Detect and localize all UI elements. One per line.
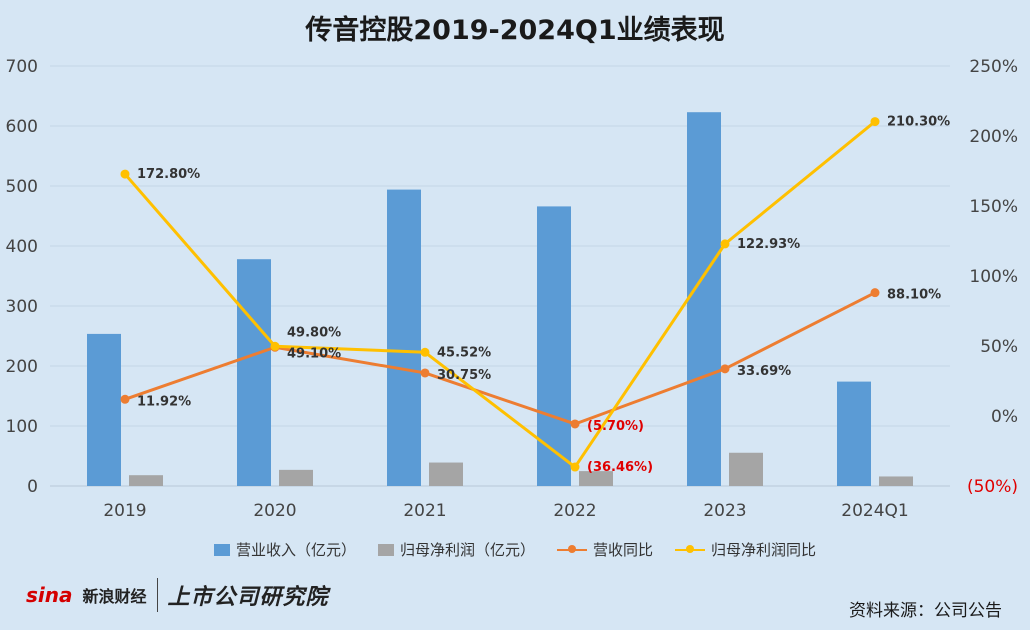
profit-yoy-data-label: 172.80%	[137, 167, 200, 182]
bar-revenue	[237, 259, 271, 486]
profit-yoy-point	[570, 462, 580, 472]
revenue-yoy-point	[120, 394, 130, 404]
legend-label-profit: 归母净利润（亿元）	[399, 541, 535, 559]
profit-yoy-point	[270, 341, 280, 351]
bar-profit	[579, 471, 613, 486]
sina-finance-logo: sina 新浪财经 上市公司研究院	[26, 578, 329, 612]
legend-swatch-revenue	[213, 543, 230, 556]
revenue-yoy-point	[720, 364, 730, 374]
profit-yoy-data-label: (36.46%)	[587, 460, 653, 475]
right-tick-label: 250%	[969, 57, 1018, 77]
left-tick-label: 300	[6, 297, 38, 317]
logo-separator	[156, 578, 158, 612]
bar-profit	[429, 462, 463, 486]
right-tick-label: 50%	[980, 337, 1018, 357]
bar-revenue	[837, 381, 871, 486]
revenue-yoy-data-label: (5.70%)	[587, 419, 644, 434]
left-tick-label: 500	[6, 177, 38, 197]
bar-revenue	[687, 112, 721, 486]
x-tick-label: 2021	[403, 501, 446, 521]
left-tick-label: 0	[27, 477, 38, 497]
left-tick-label: 400	[6, 237, 38, 257]
left-tick-label: 700	[6, 57, 38, 77]
legend-item-profit-yoy: 归母净利润同比	[675, 539, 816, 560]
revenue-yoy-line	[124, 291, 876, 426]
logo-institute-text: 上市公司研究院	[167, 585, 329, 610]
profit-yoy-point	[420, 347, 430, 357]
legend-swatch-profit-yoy	[675, 544, 706, 553]
bar-profit	[279, 469, 313, 486]
bar-revenue	[537, 206, 571, 486]
right-tick-label: 100%	[969, 267, 1018, 287]
logo-sina-text: sina	[26, 583, 73, 607]
x-tick-label: 2024Q1	[841, 501, 908, 521]
bar-profit	[129, 475, 163, 486]
profit-yoy-point	[120, 169, 130, 179]
legend-label-profit-yoy: 归母净利润同比	[711, 541, 817, 559]
x-tick-label: 2022	[553, 501, 596, 521]
revenue-yoy-point	[570, 419, 580, 429]
revenue-yoy-data-label: 30.75%	[437, 368, 491, 383]
left-tick-label: 600	[6, 117, 38, 137]
revenue-yoy-data-label: 88.10%	[887, 288, 941, 303]
profit-yoy-point	[870, 117, 880, 127]
profit-yoy-data-label: 49.80%	[287, 325, 341, 340]
bar-profit	[879, 476, 913, 486]
revenue-yoy-point	[870, 288, 880, 298]
profit-yoy-line	[123, 120, 876, 469]
revenue-yoy-data-label: 49.10%	[287, 346, 341, 361]
bar-revenue	[387, 189, 421, 486]
logo-cn-text: 新浪财经	[82, 587, 147, 606]
revenue-yoy-point	[420, 368, 430, 378]
legend-swatch-revenue-yoy	[557, 544, 587, 553]
revenue-yoy-data-label: 33.69%	[737, 364, 791, 379]
profit-yoy-data-label: 45.52%	[437, 345, 491, 360]
profit-yoy-data-label: 210.30%	[887, 115, 950, 130]
legend: 营业收入（亿元） 归母净利润（亿元） 营收同比 归母净利润同比	[0, 539, 1030, 560]
bar-revenue	[87, 333, 121, 486]
x-tick-label: 2019	[103, 501, 146, 521]
legend-item-profit: 归母净利润（亿元）	[377, 539, 535, 560]
x-tick-label: 2020	[253, 501, 296, 521]
source-note: 资料来源：公司公告	[849, 601, 1002, 621]
left-tick-label: 100	[6, 417, 38, 437]
right-tick-label: 150%	[969, 197, 1018, 217]
right-tick-label: 0%	[991, 407, 1018, 427]
revenue-yoy-data-label: 11.92%	[137, 394, 191, 409]
bar-profit	[729, 452, 763, 486]
legend-item-revenue-yoy: 营收同比	[557, 539, 653, 560]
legend-item-revenue: 营业收入（亿元）	[213, 539, 356, 560]
right-tick-label: (50%)	[967, 477, 1018, 497]
left-tick-label: 200	[6, 357, 38, 377]
profit-yoy-point	[720, 239, 730, 249]
legend-label-revenue-yoy: 营收同比	[593, 541, 654, 559]
right-tick-label: 200%	[969, 127, 1018, 147]
chart-title: 传音控股2019-2024Q1业绩表现	[305, 15, 725, 46]
legend-label-revenue: 营业收入（亿元）	[235, 541, 356, 559]
profit-yoy-data-label: 122.93%	[737, 237, 800, 252]
x-tick-label: 2023	[703, 501, 746, 521]
legend-swatch-profit	[377, 543, 394, 556]
